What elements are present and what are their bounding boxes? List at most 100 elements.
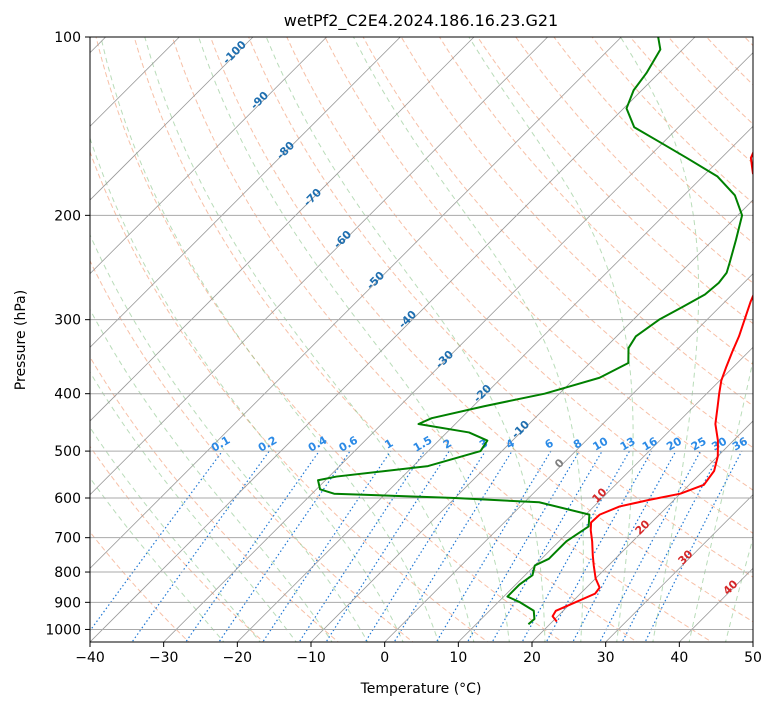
x-tick-label: 20 (523, 650, 541, 666)
moist-adiabat (265, 37, 546, 642)
isotherm (458, 346, 753, 642)
isotherm (605, 494, 753, 642)
isotherm-label: -40 (396, 308, 419, 331)
moist-adiabat (90, 371, 297, 642)
moist-adiabat (90, 477, 225, 642)
y-tick-label: 300 (54, 313, 81, 329)
y-tick-label: 100 (54, 30, 81, 46)
isotherm (90, 37, 622, 569)
dry-adiabat (705, 37, 753, 86)
mixing-ratio-label: 2 (441, 437, 454, 452)
mixing-ratio-line (218, 450, 351, 642)
mixing-ratio-line (364, 450, 486, 642)
moist-adiabat (90, 136, 404, 642)
isotherm (384, 273, 753, 642)
y-tick-label: 700 (54, 531, 81, 547)
x-axis-label: Temperature (°C) (360, 681, 482, 697)
mixing-ratio-line (298, 450, 425, 642)
isotherm (90, 37, 548, 496)
x-tick-label: −20 (223, 650, 253, 666)
isotherm-label: -50 (364, 269, 387, 292)
y-tick-label: 500 (54, 444, 81, 460)
dry-adiabat (90, 150, 489, 642)
isotherm (90, 37, 254, 201)
isotherm (90, 37, 696, 642)
dry-adiabat (744, 37, 753, 47)
isotherm (90, 37, 401, 348)
isotherm (531, 420, 753, 642)
y-axis-label: Pressure (hPa) (13, 290, 29, 390)
mixing-ratio-label: 6 (543, 436, 556, 451)
moist-adiabat (90, 233, 369, 642)
dewpoint-profile (317, 37, 744, 626)
dry-adiabat (438, 37, 753, 366)
isotherm (310, 199, 753, 642)
mixing-ratio-line (572, 450, 677, 642)
isotherm-label: 40 (721, 577, 741, 597)
x-tick-label: 50 (744, 650, 762, 666)
isotherm (90, 37, 475, 422)
mixing-ratio-line (621, 450, 722, 642)
x-tick-label: 30 (597, 650, 615, 666)
x-tick-label: −40 (75, 650, 105, 666)
x-tick-label: −30 (149, 650, 179, 666)
moist-adiabat (688, 358, 753, 642)
moist-adiabat (100, 37, 440, 642)
isotherm (163, 52, 753, 642)
dry-adiabat (90, 356, 339, 642)
dry-adiabat (629, 37, 753, 165)
isotherm-label: 30 (676, 547, 696, 567)
mixing-ratio-line (325, 450, 450, 642)
mixing-ratio-line (185, 450, 320, 642)
dry-adiabat (286, 37, 753, 534)
x-tick-label: 0 (380, 650, 389, 666)
dry-adiabat (90, 259, 414, 642)
isotherm-label: 0 (552, 456, 567, 471)
dry-adiabat (667, 37, 753, 125)
isotherm (237, 125, 753, 642)
mixing-ratio-line (644, 450, 743, 642)
dry-adiabat (90, 445, 265, 642)
mixing-ratio-line (262, 450, 392, 642)
dry-adiabat (324, 37, 753, 491)
isotherm-label: -70 (301, 186, 324, 209)
moist-adiabat (90, 426, 261, 642)
y-tick-label: 800 (54, 565, 81, 581)
moist-adiabat (725, 536, 753, 642)
y-tick-label: 600 (54, 491, 81, 507)
isotherm-label: -10 (509, 418, 532, 441)
isotherm (679, 567, 753, 642)
moist-adiabat (353, 37, 584, 642)
dry-adiabat (171, 37, 713, 642)
x-tick-label: 10 (449, 650, 467, 666)
isotherm (752, 641, 753, 642)
isotherm-label: 10 (590, 485, 610, 505)
isotherm (90, 37, 327, 275)
y-tick-label: 400 (54, 387, 81, 403)
y-tick-label: 200 (54, 208, 81, 224)
mixing-ratio-line (466, 450, 580, 642)
isotherm-label: 20 (633, 517, 653, 537)
x-tick-label: 40 (670, 650, 688, 666)
x-tick-label: −10 (296, 650, 326, 666)
moist-adiabat (620, 37, 700, 642)
dry-adiabat (515, 37, 753, 284)
moist-adiabat (198, 37, 510, 642)
moist-adiabat (468, 37, 634, 642)
isotherm-label: -20 (471, 382, 494, 405)
plot-frame (89, 36, 754, 643)
isotherm-label: -30 (433, 348, 456, 371)
dry-adiabat (400, 37, 753, 407)
isotherm-label: -80 (274, 139, 297, 162)
dry-adiabat (770, 24, 775, 645)
dry-adiabat (591, 37, 753, 204)
y-tick-label: 1000 (45, 622, 81, 638)
moist-adiabat (144, 37, 475, 642)
mixing-ratio-line (131, 450, 270, 642)
dry-adiabat (133, 37, 638, 642)
mixing-ratio-line (393, 450, 513, 642)
dry-adiabat (362, 37, 753, 449)
isotherm-label: -60 (331, 228, 354, 251)
y-tick-label: 900 (54, 595, 81, 611)
moist-adiabat (90, 308, 333, 642)
